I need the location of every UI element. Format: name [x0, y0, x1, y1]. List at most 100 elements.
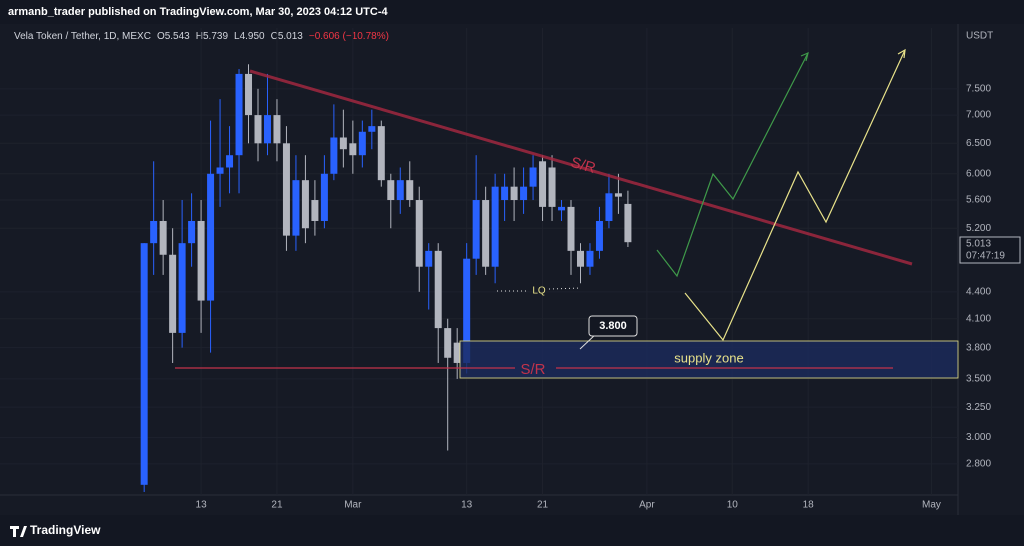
- candle-body: [595, 220, 603, 251]
- y-tick-label: 5.600: [966, 195, 991, 206]
- candle-body: [396, 180, 404, 201]
- change: −0.606 (−10.78%): [309, 31, 389, 42]
- footer: [0, 515, 1024, 546]
- candle-body: [444, 328, 452, 358]
- trend-label: S/R: [569, 154, 598, 177]
- candle-body: [415, 200, 423, 267]
- supply-zone: [459, 340, 959, 379]
- candle-body: [425, 250, 433, 267]
- price-note: [588, 315, 638, 337]
- stat-key: O: [157, 31, 165, 42]
- candle-body: [339, 137, 347, 150]
- publisher: armanb_trader published on TradingView.c…: [8, 6, 389, 18]
- candle-body: [273, 115, 281, 144]
- candle-body: [529, 167, 537, 187]
- top-bar: [0, 0, 1024, 24]
- candle-body: [434, 250, 442, 329]
- candle-body: [377, 126, 385, 181]
- last-price-box: [959, 236, 1021, 264]
- trend-line: [249, 69, 913, 266]
- x-tick-label: 13: [196, 500, 208, 511]
- candle-body: [539, 161, 547, 207]
- x-tick-label: 13: [461, 500, 473, 511]
- candle-body: [292, 180, 300, 236]
- projection-yellow: [684, 49, 906, 342]
- candle-body: [472, 200, 480, 259]
- y-tick-label: 4.400: [966, 286, 991, 297]
- x-tick-label: Mar: [344, 500, 362, 511]
- candle-body: [453, 342, 461, 363]
- lq-label: LQ: [532, 286, 546, 297]
- candle-body: [330, 137, 338, 174]
- y-tick-label: 6.000: [966, 168, 991, 179]
- x-tick-label: 10: [727, 500, 739, 511]
- y-tick-label: 5.200: [966, 223, 991, 234]
- y-tick-label: 7.000: [966, 110, 991, 121]
- candle-body: [558, 206, 566, 211]
- candle-body: [301, 180, 309, 229]
- candle-body: [605, 193, 613, 221]
- candle-body: [567, 206, 575, 251]
- zone-label: supply zone: [674, 350, 743, 365]
- stat-value: 5.013: [278, 31, 303, 42]
- last-price: 5.013: [966, 239, 991, 250]
- candle-body: [548, 167, 556, 207]
- y-tick-label: 3.000: [966, 432, 991, 443]
- candle-body: [520, 186, 528, 201]
- candle-body: [188, 220, 196, 244]
- candle-body: [169, 254, 177, 333]
- arrow-head: [897, 48, 906, 59]
- candle-body: [491, 186, 499, 267]
- candle-body: [320, 173, 328, 221]
- stat-key: C: [271, 31, 278, 42]
- candle-body: [159, 220, 167, 255]
- candle-body: [150, 220, 158, 244]
- support-label: S/R: [520, 361, 545, 378]
- countdown: 07:47:19: [966, 251, 1005, 262]
- y-tick-label: 3.800: [966, 342, 991, 353]
- brand: TradingView: [30, 523, 101, 537]
- x-tick-label: 18: [803, 500, 815, 511]
- axis-unit: USDT: [966, 31, 993, 42]
- candle-body: [349, 143, 357, 156]
- y-tick-label: 6.500: [966, 138, 991, 149]
- candle-body: [624, 203, 632, 243]
- y-tick-label: 3.250: [966, 402, 991, 413]
- projection-green: [656, 52, 809, 278]
- candle-body: [482, 200, 490, 267]
- y-tick-label: 2.800: [966, 458, 991, 469]
- arrow-head: [800, 51, 809, 62]
- stat-key: L: [234, 31, 240, 42]
- x-tick-label: Apr: [639, 500, 655, 511]
- stat-value: 5.739: [203, 31, 228, 42]
- y-tick-label: 7.500: [966, 83, 991, 94]
- candle-body: [178, 243, 186, 333]
- candle-body: [226, 155, 234, 168]
- candle-body: [311, 200, 319, 221]
- candle-body: [235, 73, 243, 156]
- logo: [10, 526, 27, 537]
- candle-body: [368, 126, 376, 132]
- candle-body: [216, 167, 224, 174]
- candle-body: [140, 243, 148, 485]
- x-tick-label: 21: [271, 500, 283, 511]
- candle-body: [282, 143, 290, 236]
- candle-body: [245, 73, 253, 116]
- candle-body: [576, 250, 584, 267]
- candle-body: [501, 186, 509, 201]
- candle-body: [197, 220, 205, 301]
- price-note-label: 3.800: [599, 320, 627, 332]
- symbol: Vela Token / Tether, 1D, MEXC O5.543 H5.73…: [14, 31, 389, 42]
- candle-body: [254, 115, 262, 144]
- candle-body: [406, 180, 414, 201]
- candle-body: [510, 186, 518, 201]
- x-tick-label: May: [922, 500, 941, 511]
- stat-value: 4.950: [240, 31, 265, 42]
- stat-key: H: [196, 31, 203, 42]
- symbol-name: Vela Token / Tether, 1D, MEXC: [14, 31, 151, 42]
- candle-body: [358, 131, 366, 156]
- candle-body: [263, 115, 271, 144]
- candle-body: [614, 193, 622, 197]
- y-tick-label: 4.100: [966, 313, 991, 324]
